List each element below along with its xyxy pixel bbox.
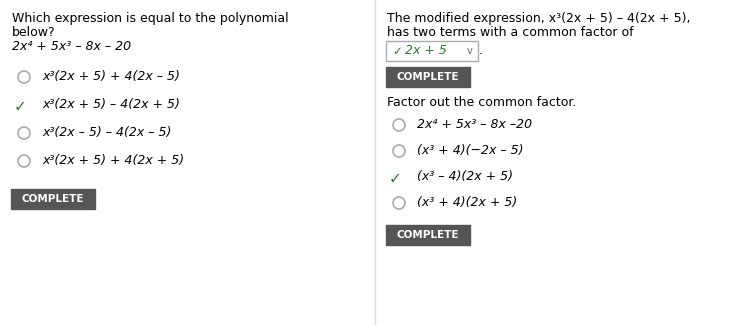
Text: Which expression is equal to the polynomial: Which expression is equal to the polynom… <box>12 12 289 25</box>
FancyBboxPatch shape <box>386 225 470 245</box>
Text: .: . <box>479 45 483 58</box>
Text: 2x + 5: 2x + 5 <box>405 45 447 58</box>
Circle shape <box>393 145 405 157</box>
Text: COMPLETE: COMPLETE <box>397 230 459 240</box>
Text: has two terms with a common factor of: has two terms with a common factor of <box>387 26 634 39</box>
Circle shape <box>18 155 30 167</box>
Text: ✓: ✓ <box>392 45 402 58</box>
Text: COMPLETE: COMPLETE <box>397 72 459 82</box>
Text: ✓: ✓ <box>14 99 27 114</box>
Text: x³(2x + 5) – 4(2x + 5): x³(2x + 5) – 4(2x + 5) <box>42 98 180 111</box>
Text: below?: below? <box>12 26 56 39</box>
Circle shape <box>393 197 405 209</box>
FancyBboxPatch shape <box>386 67 470 87</box>
Text: (x³ + 4)(2x + 5): (x³ + 4)(2x + 5) <box>417 196 518 209</box>
FancyBboxPatch shape <box>11 189 95 209</box>
Text: (x³ + 4)(−2x – 5): (x³ + 4)(−2x – 5) <box>417 144 524 157</box>
FancyBboxPatch shape <box>386 41 478 61</box>
Text: The modified expression, x³(2x + 5) – 4(2x + 5),: The modified expression, x³(2x + 5) – 4(… <box>387 12 691 25</box>
Text: x³(2x – 5) – 4(2x – 5): x³(2x – 5) – 4(2x – 5) <box>42 126 171 139</box>
Text: ✓: ✓ <box>389 171 402 186</box>
Circle shape <box>18 127 30 139</box>
Text: 2x⁴ + 5x³ – 8x – 20: 2x⁴ + 5x³ – 8x – 20 <box>12 40 131 53</box>
Text: 2x⁴ + 5x³ – 8x –20: 2x⁴ + 5x³ – 8x –20 <box>417 118 532 131</box>
Text: x³(2x + 5) + 4(2x – 5): x³(2x + 5) + 4(2x – 5) <box>42 70 180 83</box>
Circle shape <box>393 119 405 131</box>
Text: x³(2x + 5) + 4(2x + 5): x³(2x + 5) + 4(2x + 5) <box>42 154 184 167</box>
Text: (x³ – 4)(2x + 5): (x³ – 4)(2x + 5) <box>417 170 513 183</box>
Text: Factor out the common factor.: Factor out the common factor. <box>387 96 576 109</box>
Text: v: v <box>467 46 472 56</box>
Circle shape <box>18 71 30 83</box>
Text: COMPLETE: COMPLETE <box>22 194 84 204</box>
